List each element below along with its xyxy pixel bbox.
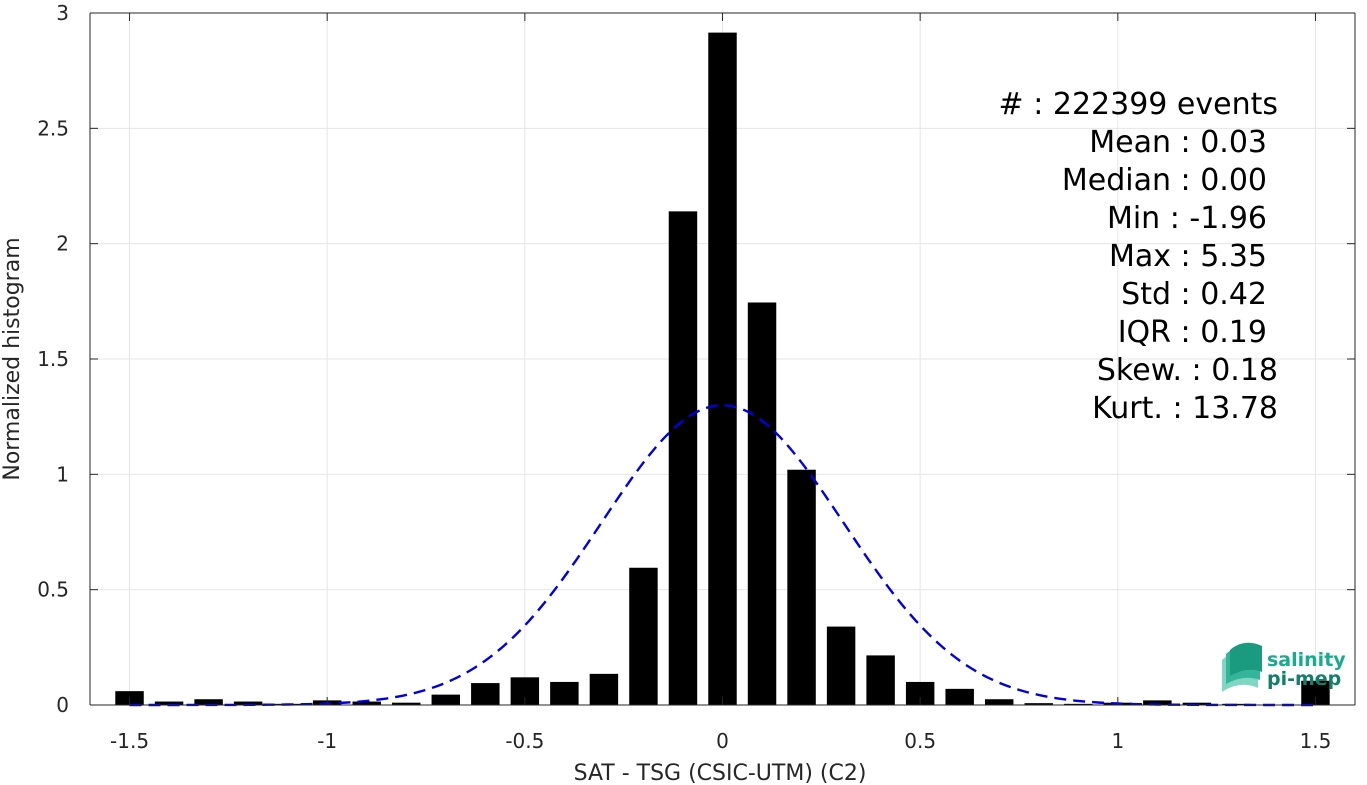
x-tick-label-1: -1 (317, 729, 337, 753)
stat-median: Median : 0.00 (1062, 163, 1267, 198)
logo-line-pimep: pi-mep (1267, 668, 1341, 690)
y-tick-label-1: 0.5 (37, 578, 69, 602)
histogram-bar-19 (866, 655, 895, 705)
stat-min: Min : -1.96 (1107, 201, 1267, 236)
x-tick-label-3: 0 (716, 729, 729, 753)
x-tick-label-4: 0.5 (904, 729, 936, 753)
x-tick-labels: -1.5 -1 -0.5 0 0.5 1 1.5 (110, 729, 1331, 753)
logo-wave-icon (1222, 642, 1262, 692)
histogram-bar-22 (984, 699, 1014, 705)
y-tick-label-5: 2.5 (37, 116, 69, 140)
y-tick-label-0: 0 (56, 693, 69, 717)
histogram-bar-14 (668, 211, 698, 705)
histogram-bar-21 (945, 688, 974, 705)
salinity-pi-mep-logo: salinity pi-mep (1222, 642, 1346, 692)
histogram-bar-15 (708, 32, 737, 705)
x-tick-label-2: -0.5 (505, 729, 544, 753)
y-axis-label: Normalized histogram (0, 237, 25, 480)
histogram-bars (115, 32, 1330, 705)
histogram-bar-20 (905, 681, 935, 705)
histogram-bar-12 (589, 673, 619, 705)
stat-iqr: IQR : 0.19 (1118, 315, 1267, 350)
histogram-bar-23 (1024, 703, 1053, 705)
histogram-bar-24 (1064, 703, 1093, 705)
histogram-bar-8 (431, 694, 461, 705)
x-tick-label-5: 1 (1111, 729, 1124, 753)
axes-frame (89, 12, 1356, 706)
stat-max: Max : 5.35 (1109, 239, 1267, 274)
y-tick-label-2: 1 (56, 462, 69, 486)
histogram-bar-11 (550, 681, 579, 705)
y-tick-label-4: 2 (56, 232, 69, 256)
histogram-bar-26 (1143, 700, 1172, 705)
x-tick-label-0: -1.5 (110, 729, 149, 753)
histogram-bar-3 (233, 701, 263, 705)
y-tick-labels: 0 0.5 1 1.5 2 2.5 3 (37, 1, 69, 717)
histogram-bar-1 (154, 701, 184, 705)
histogram-bar-9 (471, 683, 500, 705)
x-tick-label-6: 1.5 (1300, 729, 1332, 753)
histogram-bar-2 (194, 699, 223, 705)
histogram-bar-13 (629, 567, 658, 705)
y-tick-label-6: 3 (56, 1, 69, 25)
stat-std: Std : 0.42 (1121, 277, 1267, 312)
x-axis-label: SAT - TSG (CSIC-UTM) (C2) (574, 761, 867, 785)
stats-box: # : 222399 events Mean : 0.03 Median : 0… (999, 87, 1278, 426)
stat-events: # : 222399 events (999, 87, 1278, 122)
y-tick-label-3: 1.5 (37, 347, 69, 371)
histogram-bar-18 (826, 626, 856, 705)
histogram-bar-7 (392, 702, 421, 705)
histogram-bar-6 (352, 701, 381, 705)
logo-line-salinity: salinity (1267, 649, 1346, 671)
stat-kurt: Kurt. : 13.78 (1092, 391, 1278, 426)
histogram-bar-16 (747, 302, 777, 705)
stat-mean: Mean : 0.03 (1089, 125, 1267, 160)
histogram-bar-17 (787, 469, 816, 705)
stat-skew: Skew. : 0.18 (1097, 353, 1278, 388)
